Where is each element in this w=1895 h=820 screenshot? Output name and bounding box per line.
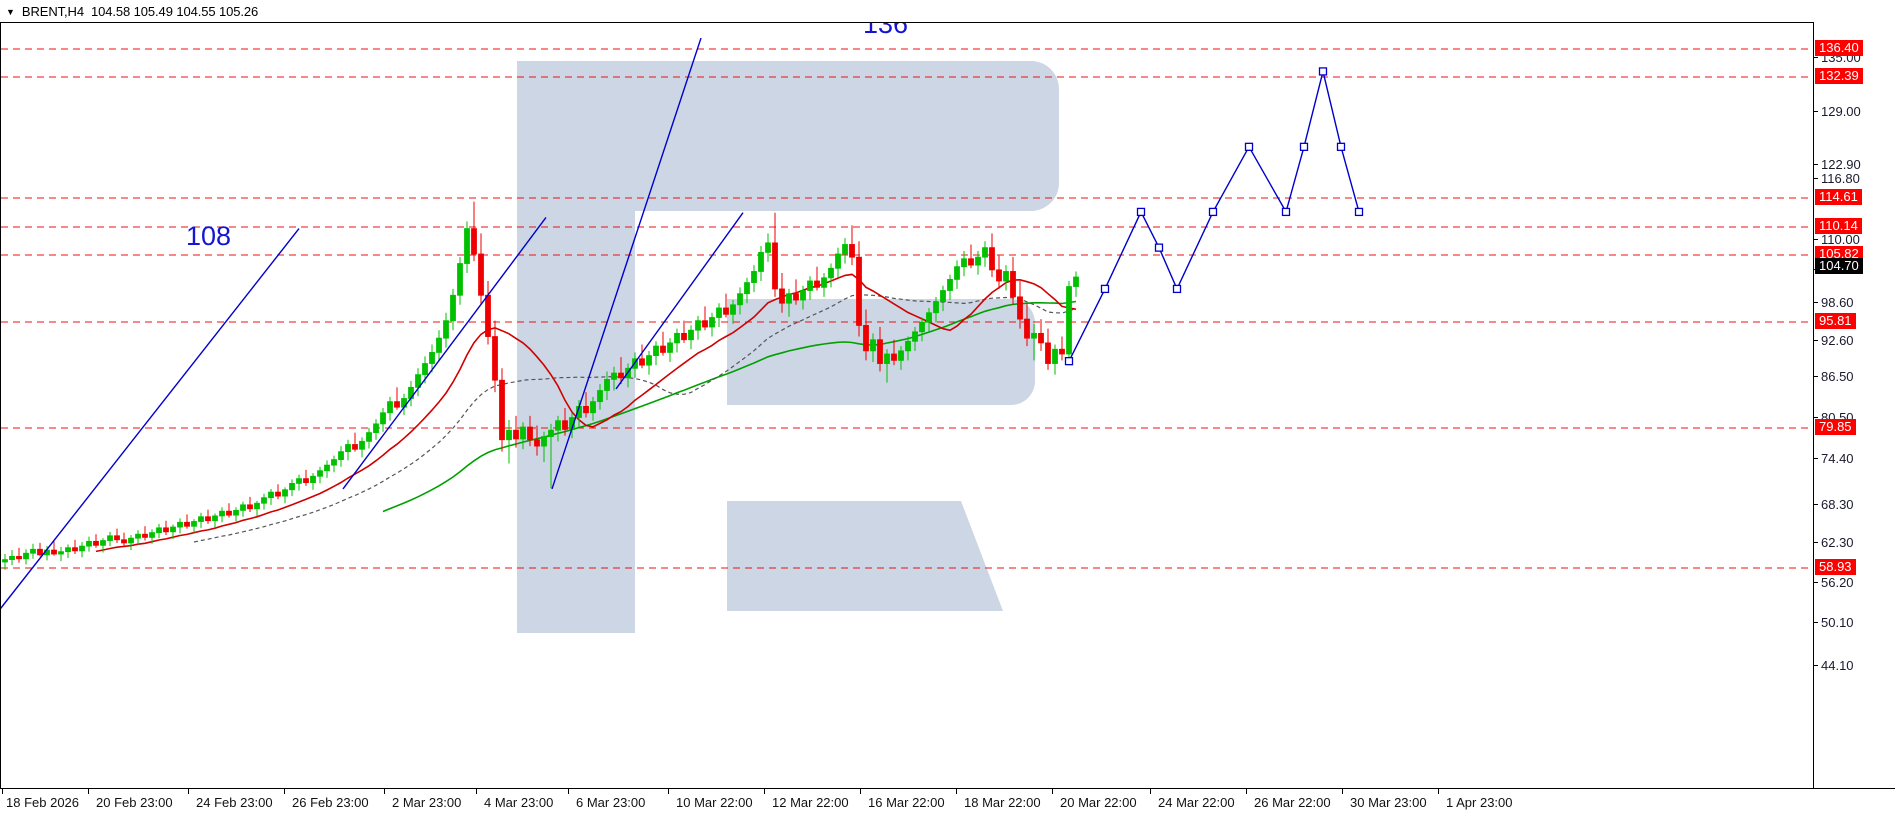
tick-mark [1814, 542, 1818, 543]
time-tick-label: 24 Mar 22:00 [1158, 795, 1235, 810]
price-level-label[interactable]: 136.40 [1815, 40, 1863, 56]
time-tick [860, 789, 861, 794]
trend-lines[interactable] [1, 37, 744, 646]
tick-mark [1814, 178, 1818, 179]
price-tick-label: 98.60 [1821, 295, 1854, 310]
price-tick-label: 116.80 [1821, 171, 1860, 186]
tick-mark [1814, 340, 1818, 341]
tick-mark [1814, 239, 1818, 240]
time-tick [1150, 789, 1151, 794]
price-tick-label: 68.30 [1821, 497, 1854, 512]
price-tick-label: 44.10 [1821, 658, 1854, 673]
tick-mark [1814, 376, 1818, 377]
annotation-label-136: 136 [863, 22, 909, 39]
ohlc-values: 104.58 105.49 104.55 105.26 [90, 3, 259, 19]
time-tick-label: 24 Feb 23:00 [196, 795, 273, 810]
price-tick-label: 62.30 [1821, 535, 1854, 550]
time-tick-label: 6 Mar 23:00 [576, 795, 646, 810]
time-tick-label: 20 Mar 22:00 [1060, 795, 1137, 810]
price-tick-label: 56.20 [1821, 575, 1854, 590]
tick-mark [1814, 57, 1818, 58]
chart-info-bar: ▼ BRENT,H4 104.58 105.49 104.55 105.26 [0, 0, 1895, 22]
price-level-label[interactable]: 95.81 [1815, 313, 1856, 329]
price-level-label[interactable]: 79.85 [1815, 419, 1856, 435]
price-tick-label: 129.00 [1821, 104, 1861, 119]
price-tick-label: 50.10 [1821, 615, 1854, 630]
time-tick-label: 1 Apr 23:00 [1446, 795, 1513, 810]
price-level-label[interactable]: 58.93 [1815, 559, 1856, 575]
symbol-timeframe-label: BRENT,H4 [21, 3, 84, 19]
time-tick [384, 789, 385, 794]
price-tick-label: 110.00 [1821, 232, 1860, 247]
time-tick-label: 16 Mar 22:00 [868, 795, 945, 810]
time-tick [956, 789, 957, 794]
time-tick-label: 4 Mar 23:00 [484, 795, 554, 810]
tick-mark [1814, 417, 1818, 418]
price-tick-label: 92.60 [1821, 333, 1854, 348]
time-tick-label: 10 Mar 22:00 [676, 795, 753, 810]
time-tick-label: 20 Feb 23:00 [96, 795, 173, 810]
annotation-label-108: 108 [186, 221, 232, 251]
time-tick [1438, 789, 1439, 794]
candlestick-series [2, 201, 1079, 570]
price-tick-label: 122.90 [1821, 157, 1861, 172]
time-tick-label: 26 Mar 22:00 [1254, 795, 1331, 810]
price-axis[interactable]: 135.00129.00122.90116.80110.00104.7098.6… [1813, 22, 1895, 788]
tick-mark [1814, 302, 1818, 303]
tick-mark [1814, 665, 1818, 666]
price-level-label[interactable]: 132.39 [1815, 68, 1863, 84]
time-tick-label: 2 Mar 23:00 [392, 795, 462, 810]
time-tick [476, 789, 477, 794]
tick-mark [1814, 458, 1818, 459]
time-tick-label: 26 Feb 23:00 [292, 795, 369, 810]
chart-canvas [1, 37, 1813, 646]
tick-mark [1814, 582, 1818, 583]
time-tick-label: 18 Mar 22:00 [964, 795, 1041, 810]
tick-mark [1814, 622, 1818, 623]
chevron-down-icon[interactable]: ▼ [6, 6, 15, 17]
time-tick [188, 789, 189, 794]
chart-plot-area[interactable]: 108 136 [0, 22, 1813, 788]
time-tick [2, 789, 3, 794]
time-tick [1342, 789, 1343, 794]
time-tick [1052, 789, 1053, 794]
time-axis[interactable]: 18 Feb 2026 20 Feb 23:00 24 Feb 23:00 26 Fe… [0, 788, 1895, 820]
time-tick-label: 12 Mar 22:00 [772, 795, 849, 810]
time-tick-label: 18 Feb 2026 [6, 795, 80, 810]
tick-mark [1814, 164, 1818, 165]
time-tick [568, 789, 569, 794]
price-tick-label: 74.40 [1821, 451, 1854, 466]
moving-average-overlays [95, 273, 1077, 553]
price-level-label[interactable]: 110.14 [1815, 218, 1862, 234]
current-price-label: 104.70 [1815, 258, 1863, 274]
time-tick [1246, 789, 1247, 794]
tick-mark [1814, 111, 1818, 112]
forecast-zigzag-path[interactable] [1064, 67, 1364, 366]
price-level-label[interactable]: 114.61 [1815, 189, 1862, 205]
price-tick-label: 86.50 [1821, 369, 1854, 384]
tick-mark [1814, 504, 1818, 505]
price-level-lines [1, 48, 1813, 569]
time-tick [764, 789, 765, 794]
time-tick-label: 30 Mar 23:00 [1350, 795, 1427, 810]
time-tick [88, 789, 89, 794]
time-tick [668, 789, 669, 794]
time-tick [284, 789, 285, 794]
